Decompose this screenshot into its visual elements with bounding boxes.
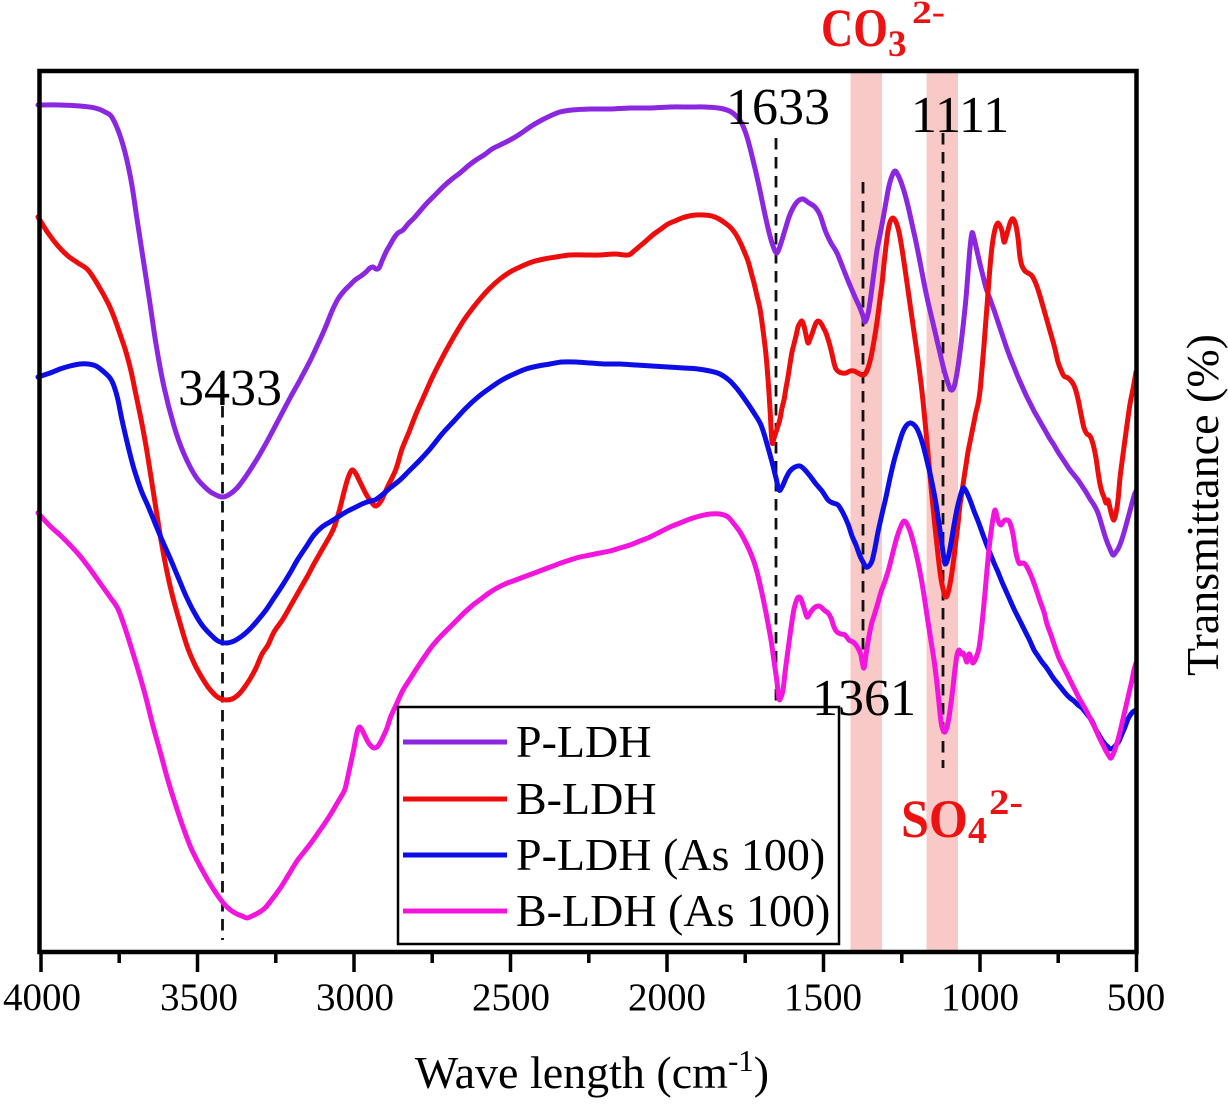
svg-text:CO: CO xyxy=(821,0,888,58)
svg-text:1361: 1361 xyxy=(812,670,916,727)
svg-text:3500: 3500 xyxy=(160,976,238,1019)
svg-text:4: 4 xyxy=(968,810,987,852)
svg-text:P-LDH (As 100): P-LDH (As 100) xyxy=(516,829,825,880)
svg-text:Wave length (cm-1): Wave length (cm-1) xyxy=(415,1043,769,1098)
svg-text:3000: 3000 xyxy=(316,976,394,1019)
svg-text:1111: 1111 xyxy=(911,87,1009,144)
svg-text:2-: 2- xyxy=(989,782,1023,822)
svg-text:B-LDH (As 100): B-LDH (As 100) xyxy=(516,885,830,936)
svg-text:2000: 2000 xyxy=(628,976,706,1019)
svg-text:1633: 1633 xyxy=(726,79,830,136)
svg-text:2500: 2500 xyxy=(472,976,550,1019)
svg-text:B-LDH: B-LDH xyxy=(516,773,657,824)
svg-text:3: 3 xyxy=(888,24,907,65)
svg-text:4000: 4000 xyxy=(3,976,81,1019)
svg-text:Transmittance (%): Transmittance (%) xyxy=(1177,334,1228,676)
svg-text:1000: 1000 xyxy=(941,976,1019,1019)
svg-text:P-LDH: P-LDH xyxy=(516,716,651,767)
svg-text:3433: 3433 xyxy=(178,360,282,417)
svg-text:1500: 1500 xyxy=(784,976,862,1019)
svg-text:500: 500 xyxy=(1107,976,1166,1019)
svg-text:2-: 2- xyxy=(912,0,945,31)
svg-text:SO: SO xyxy=(901,789,968,849)
